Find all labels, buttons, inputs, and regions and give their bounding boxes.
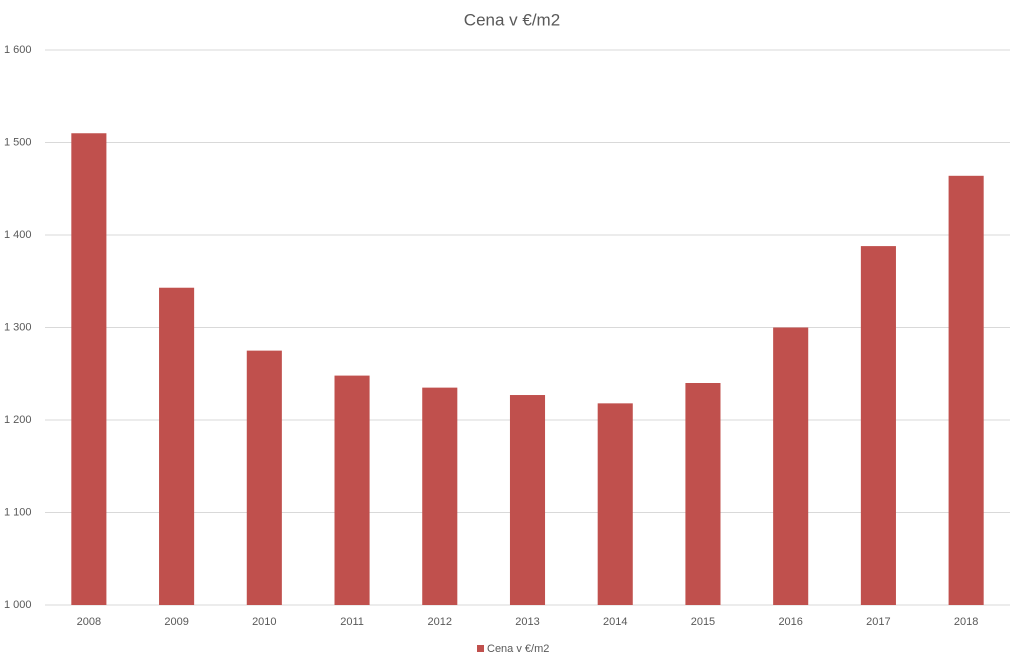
bar <box>509 395 546 605</box>
x-tick-label: 2009 <box>164 616 188 628</box>
bar <box>773 327 809 605</box>
bar <box>334 375 370 605</box>
x-tick-label: 2018 <box>954 616 978 628</box>
bar <box>159 287 195 605</box>
bar <box>597 403 633 605</box>
bar <box>860 246 896 605</box>
legend-label: Cena v €/m2 <box>487 643 549 655</box>
chart-title: Cena v €/m2 <box>464 10 560 29</box>
x-tick-label: 2008 <box>77 616 101 628</box>
y-tick-label: 1 400 <box>4 229 32 241</box>
x-tick-label: 2010 <box>252 616 276 628</box>
x-tick-label: 2013 <box>515 616 539 628</box>
x-tick-label: 2012 <box>428 616 452 628</box>
x-tick-label: 2016 <box>778 616 802 628</box>
x-tick-label: 2011 <box>340 616 364 628</box>
y-tick-label: 1 300 <box>4 321 32 333</box>
bar <box>685 383 721 605</box>
bar <box>246 350 282 605</box>
legend-swatch <box>477 645 484 652</box>
bar <box>422 387 458 605</box>
x-tick-label: 2015 <box>691 616 715 628</box>
bar <box>71 133 107 605</box>
y-tick-label: 1 100 <box>4 506 32 518</box>
x-tick-label: 2014 <box>603 616 627 628</box>
bar <box>948 175 984 606</box>
y-tick-label: 1 600 <box>4 44 32 56</box>
x-tick-label: 2017 <box>866 616 890 628</box>
y-tick-label: 1 500 <box>4 136 32 148</box>
y-tick-label: 1 200 <box>4 414 32 426</box>
y-tick-label: 1 000 <box>4 599 32 611</box>
